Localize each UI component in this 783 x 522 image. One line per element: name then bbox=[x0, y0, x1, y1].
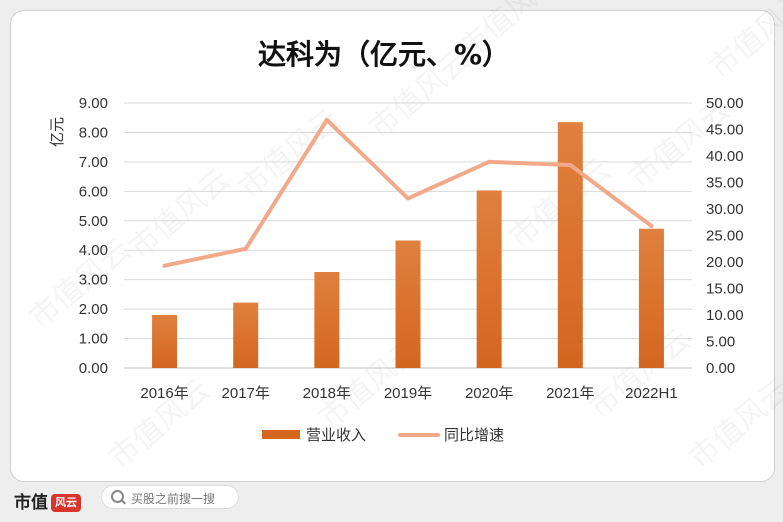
right-tick-label: 45.00 bbox=[706, 122, 744, 139]
watermark-text: 市值风云 bbox=[233, 102, 347, 206]
x-tick-label: 2021年 bbox=[546, 385, 594, 402]
bar bbox=[476, 190, 502, 368]
right-tick-label: 25.00 bbox=[706, 228, 744, 245]
legend-bar-label: 营业收入 bbox=[306, 426, 366, 444]
right-tick-label: 30.00 bbox=[706, 201, 744, 218]
search-box[interactable]: 买股之前搜一搜 bbox=[101, 485, 239, 509]
bar bbox=[557, 122, 583, 368]
line-point bbox=[568, 163, 573, 168]
left-tick-label: 2.00 bbox=[79, 301, 108, 318]
left-tick-label: 4.00 bbox=[79, 242, 108, 259]
brand-logo[interactable]: 市值 风云 bbox=[14, 488, 81, 513]
left-tick-label: 6.00 bbox=[79, 183, 108, 200]
right-tick-label: 0.00 bbox=[706, 360, 735, 377]
legend-bar-swatch bbox=[262, 430, 300, 439]
right-tick-label: 10.00 bbox=[706, 307, 744, 324]
chart-title: 达科为（亿元、%） bbox=[258, 38, 510, 71]
bar bbox=[395, 240, 421, 368]
legend: 营业收入 同比增速 bbox=[262, 426, 504, 444]
line-point bbox=[324, 117, 329, 122]
line-point bbox=[162, 263, 167, 268]
search-placeholder: 买股之前搜一搜 bbox=[131, 492, 216, 506]
right-tick-label: 40.00 bbox=[706, 148, 744, 165]
line-point bbox=[649, 223, 654, 228]
left-tick-label: 7.00 bbox=[79, 154, 108, 171]
line-point bbox=[406, 196, 410, 201]
watermark-text: 市值风云 bbox=[683, 372, 783, 476]
bar bbox=[638, 228, 664, 368]
x-tick-label: 2019年 bbox=[384, 385, 432, 402]
left-tick-label: 5.00 bbox=[79, 213, 108, 230]
x-tick-label: 2018年 bbox=[303, 385, 351, 402]
gridlines bbox=[124, 102, 692, 369]
left-tick-label: 0.00 bbox=[79, 360, 108, 377]
line-point bbox=[487, 159, 492, 164]
left-tick-labels: 0.00 1.00 2.00 3.00 4.00 5.00 6.00 7.00 8.00 9.00 bbox=[79, 95, 108, 377]
bar bbox=[233, 302, 259, 368]
y-axis-label: 亿元 bbox=[48, 117, 66, 147]
x-tick-label: 2016年 bbox=[140, 385, 188, 402]
right-tick-label: 35.00 bbox=[706, 175, 744, 192]
right-tick-label: 50.00 bbox=[706, 95, 744, 112]
right-tick-labels: 0.00 5.00 10.00 15.00 20.00 25.00 30.00 35.00 40… bbox=[706, 95, 744, 377]
x-tick-label: 2022H1 bbox=[625, 385, 678, 402]
line-point bbox=[243, 246, 248, 251]
left-tick-label: 3.00 bbox=[79, 272, 108, 289]
legend-line-label: 同比增速 bbox=[444, 426, 504, 444]
x-tick-label: 2017年 bbox=[222, 385, 270, 402]
right-tick-label: 5.00 bbox=[706, 334, 735, 351]
right-tick-label: 20.00 bbox=[706, 254, 744, 271]
search-icon bbox=[111, 490, 124, 503]
x-tick-labels: 2016年 2017年 2018年 2019年 2020年 2021年 2022H1 bbox=[140, 385, 677, 402]
bar bbox=[152, 315, 178, 368]
x-tick-label: 2020年 bbox=[465, 385, 513, 402]
brand-mark: 风云 bbox=[51, 494, 81, 512]
right-tick-label: 15.00 bbox=[706, 281, 744, 298]
brand-name: 市值 bbox=[14, 493, 48, 513]
watermark-text: 市值风云 bbox=[703, 0, 783, 86]
left-tick-label: 1.00 bbox=[79, 331, 108, 348]
line-series bbox=[162, 117, 654, 268]
left-tick-label: 8.00 bbox=[79, 124, 108, 141]
left-tick-label: 9.00 bbox=[79, 95, 108, 112]
bar bbox=[314, 272, 340, 368]
footer: 市值 风云 买股之前搜一搜 bbox=[0, 484, 783, 522]
